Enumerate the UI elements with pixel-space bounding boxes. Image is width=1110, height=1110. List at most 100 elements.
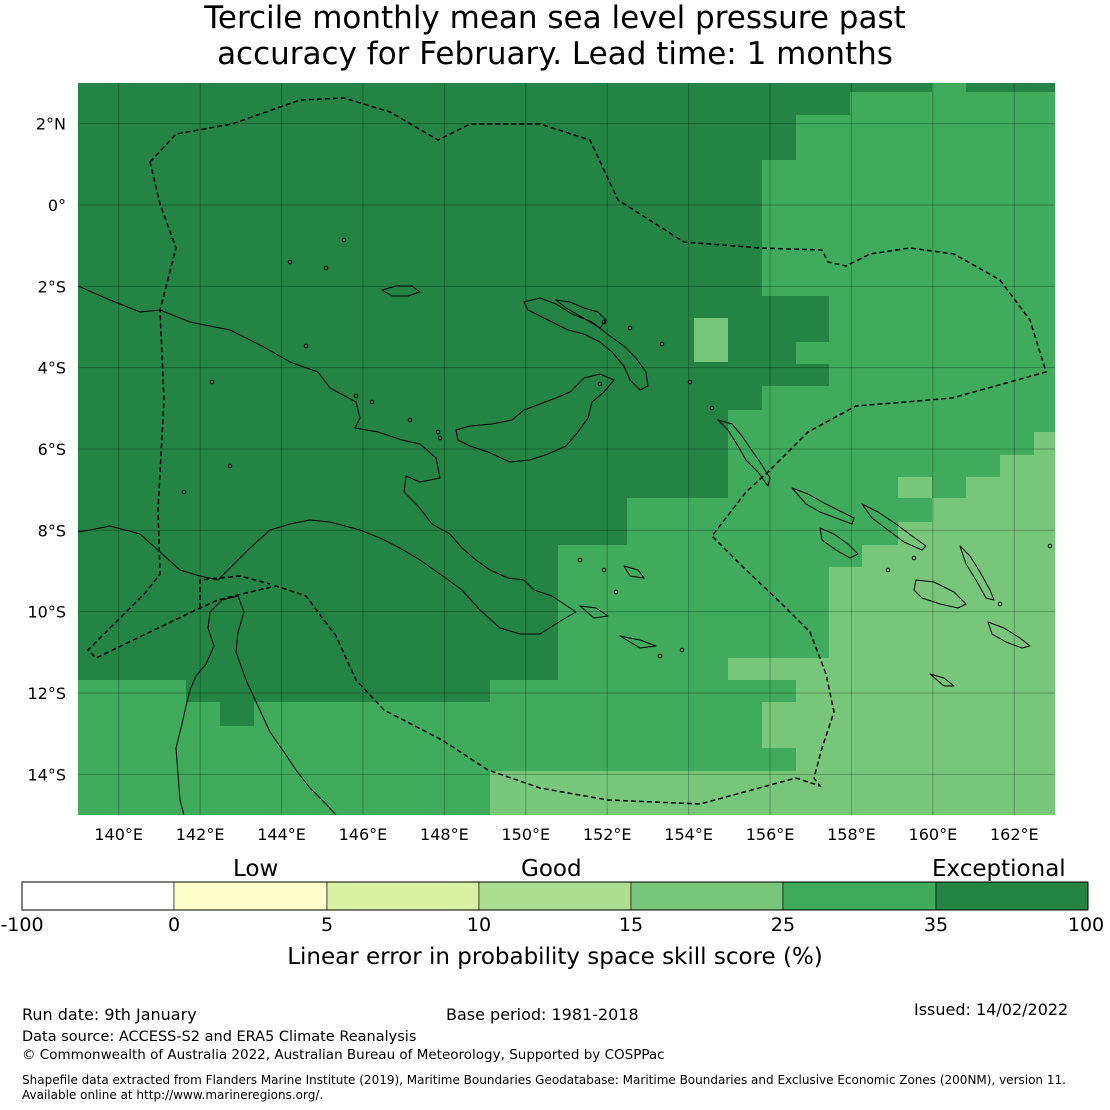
- islet-coastline: [227, 463, 233, 469]
- colorbar-segment: [173, 881, 328, 911]
- islet-coastline: [287, 259, 293, 265]
- lat-tick-label: 14°S: [27, 765, 66, 784]
- islet-coastline: [657, 653, 663, 659]
- choiseul-coastline: [791, 487, 855, 525]
- louisiade-coastline: [619, 635, 657, 649]
- lon-tick-label: 148°E: [420, 825, 469, 844]
- makira-coastline: [987, 621, 1031, 649]
- lat-tick-label: 4°S: [38, 359, 66, 378]
- islet-coastline: [885, 567, 891, 573]
- colorbar-tick: 0: [167, 914, 181, 936]
- isabel-coastline: [861, 503, 927, 551]
- copyright: © Commonwealth of Australia 2022, Austra…: [22, 1047, 665, 1063]
- malaita-coastline: [959, 545, 995, 601]
- lat-tick-label: 8°S: [38, 521, 66, 540]
- colorbar-tick: 25: [770, 914, 796, 936]
- dentrecasteaux-coastline: [579, 605, 609, 619]
- rennell-coastline: [929, 673, 955, 687]
- lon-tick-label: 158°E: [827, 825, 876, 844]
- lat-tick-label: 2°S: [38, 277, 66, 296]
- eez-boundary-australia: [199, 575, 271, 608]
- lon-tick-label: 150°E: [501, 825, 550, 844]
- islet-coastline: [613, 589, 619, 595]
- new-britain-coastline: [523, 297, 649, 391]
- islet-coastline: [341, 237, 347, 243]
- data-source: Data source: ACCESS-S2 and ERA5 Climate …: [22, 1029, 417, 1045]
- lon-tick-label: 154°E: [664, 825, 713, 844]
- skill-field-high: [796, 342, 829, 364]
- lon-tick-label: 146°E: [339, 825, 388, 844]
- lat-tick-label: 2°N: [36, 115, 66, 134]
- legend-category-exceptional: Exceptional: [932, 856, 1066, 882]
- title-line-2: accuracy for February. Lead time: 1 mont…: [217, 36, 893, 72]
- colorbar-tick: 5: [320, 914, 334, 936]
- islet-coastline: [369, 399, 375, 405]
- islet-coastline: [181, 489, 187, 495]
- shapefile-credit-2: Available online at http://www.marinereg…: [22, 1088, 324, 1102]
- lat-tick-label: 6°S: [38, 440, 66, 459]
- base-period: Base period: 1981-2018: [446, 1005, 639, 1024]
- islet-coastline: [437, 435, 443, 441]
- skill-field-high: [558, 545, 593, 567]
- cape-york-coastline: [185, 595, 337, 815]
- legend-category-low: Low: [233, 856, 279, 882]
- islet-coastline: [303, 343, 309, 349]
- islet-coastline: [687, 379, 693, 385]
- islet-coastline: [997, 601, 1003, 607]
- lat-tick-label: 12°S: [27, 684, 66, 703]
- lon-tick-label: 162°E: [990, 825, 1039, 844]
- colorbar-tick: 35: [923, 914, 949, 936]
- guadalcanal-coastline: [913, 579, 967, 609]
- map-title: Tercile monthly mean sea level pressure …: [0, 0, 1110, 72]
- legend-category-good: Good: [521, 856, 582, 882]
- eez-boundary-png: [86, 97, 1047, 805]
- skill-field-exceptional: [762, 83, 850, 160]
- skill-field-moderate: [694, 318, 728, 362]
- lon-tick-label: 140°E: [94, 825, 143, 844]
- colorbar-segment: [478, 881, 632, 911]
- islet-coastline: [435, 429, 441, 435]
- islet-coastline: [709, 405, 715, 411]
- lat-tick-label: 10°S: [27, 603, 66, 622]
- colorbar-segment: [21, 881, 175, 911]
- islet-coastline: [353, 393, 359, 399]
- colorbar-tick: 100: [1067, 914, 1105, 936]
- lon-tick-label: 142°E: [176, 825, 225, 844]
- shapefile-credit-1: Shapefile data extracted from Flanders M…: [22, 1073, 1066, 1087]
- islet-coastline: [601, 567, 607, 573]
- islet-coastline: [407, 417, 413, 423]
- australia-west-coast: [175, 705, 187, 815]
- huon-coastline: [455, 373, 615, 463]
- islet-coastline: [659, 341, 665, 347]
- colorbar-tick: 15: [618, 914, 644, 936]
- islet-coastline: [911, 555, 917, 561]
- lon-tick-label: 156°E: [746, 825, 795, 844]
- run-date: Run date: 9th January: [22, 1005, 197, 1024]
- colorbar-label: Linear error in probability space skill …: [287, 944, 823, 970]
- skill-field-exceptional: [762, 296, 829, 386]
- new-georgia-coastline: [819, 527, 859, 559]
- issued-date: Issued: 14/02/2022: [914, 1000, 1069, 1019]
- new-guinea-coastline: [78, 285, 577, 635]
- islet-coastline: [323, 265, 329, 271]
- lat-tick-label: 0°: [48, 196, 66, 215]
- bougainville-coastline: [717, 419, 771, 487]
- lon-tick-label: 152°E: [583, 825, 632, 844]
- skill-field-high: [762, 680, 796, 702]
- skill-field-moderate: [898, 477, 932, 498]
- kiriwina-coastline: [623, 565, 645, 579]
- islet-coastline: [597, 381, 603, 387]
- colorbar-segment: [782, 881, 937, 911]
- lon-tick-label: 160°E: [909, 825, 958, 844]
- colorbar-tick: 10: [466, 914, 492, 936]
- colorbar-tick: -100: [0, 914, 44, 936]
- colorbar-segment: [326, 881, 480, 911]
- colorbar-frame: [21, 881, 1089, 911]
- islet-coastline: [209, 379, 215, 385]
- islet-coastline: [679, 647, 685, 653]
- islet-coastline: [1047, 543, 1053, 549]
- title-line-1: Tercile monthly mean sea level pressure …: [204, 0, 906, 36]
- islet-coastline: [601, 319, 607, 325]
